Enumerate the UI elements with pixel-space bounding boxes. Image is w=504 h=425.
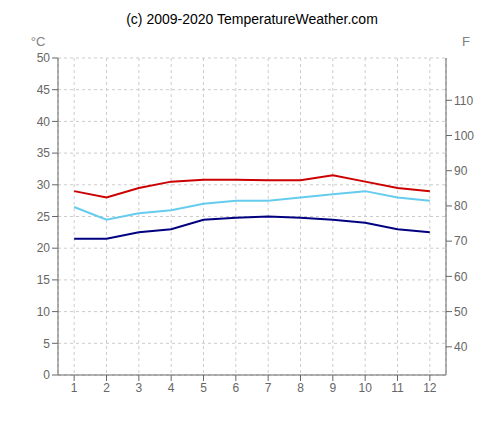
svg-text:90: 90 — [454, 164, 468, 178]
svg-text:5: 5 — [200, 381, 207, 395]
html-text:(c) 2009-2020 TemperatureWeath: (c) 2009-2020 TemperatureWeather.com — [126, 11, 378, 27]
svg-text:9: 9 — [329, 381, 336, 395]
svg-text:25: 25 — [37, 210, 51, 224]
svg-text:20: 20 — [37, 241, 51, 255]
svg-text:30: 30 — [37, 178, 51, 192]
svg-text:7: 7 — [265, 381, 272, 395]
svg-text:5: 5 — [43, 337, 50, 351]
svg-text:45: 45 — [37, 83, 51, 97]
svg-text:0: 0 — [43, 368, 50, 382]
svg-text:40: 40 — [37, 115, 51, 129]
svg-text:6: 6 — [232, 381, 239, 395]
svg-text:11: 11 — [391, 381, 404, 395]
svg-text:80: 80 — [454, 199, 468, 213]
svg-text:100: 100 — [454, 129, 474, 143]
svg-text:50: 50 — [454, 305, 468, 319]
svg-text:2: 2 — [103, 381, 110, 395]
svg-text:110: 110 — [454, 94, 473, 108]
svg-text:1: 1 — [71, 381, 78, 395]
svg-text:40: 40 — [454, 340, 468, 354]
svg-text:35: 35 — [37, 146, 51, 160]
svg-text:12: 12 — [423, 381, 437, 395]
svg-text:F: F — [462, 34, 470, 49]
svg-text:70: 70 — [454, 234, 468, 248]
svg-text:10: 10 — [358, 381, 372, 395]
svg-text:3: 3 — [135, 381, 142, 395]
svg-text:8: 8 — [297, 381, 304, 395]
svg-text:15: 15 — [37, 273, 51, 287]
svg-text:°C: °C — [31, 34, 46, 49]
svg-text:4: 4 — [168, 381, 175, 395]
svg-text:60: 60 — [454, 270, 468, 284]
svg-text:50: 50 — [37, 51, 51, 65]
svg-text:10: 10 — [37, 305, 51, 319]
